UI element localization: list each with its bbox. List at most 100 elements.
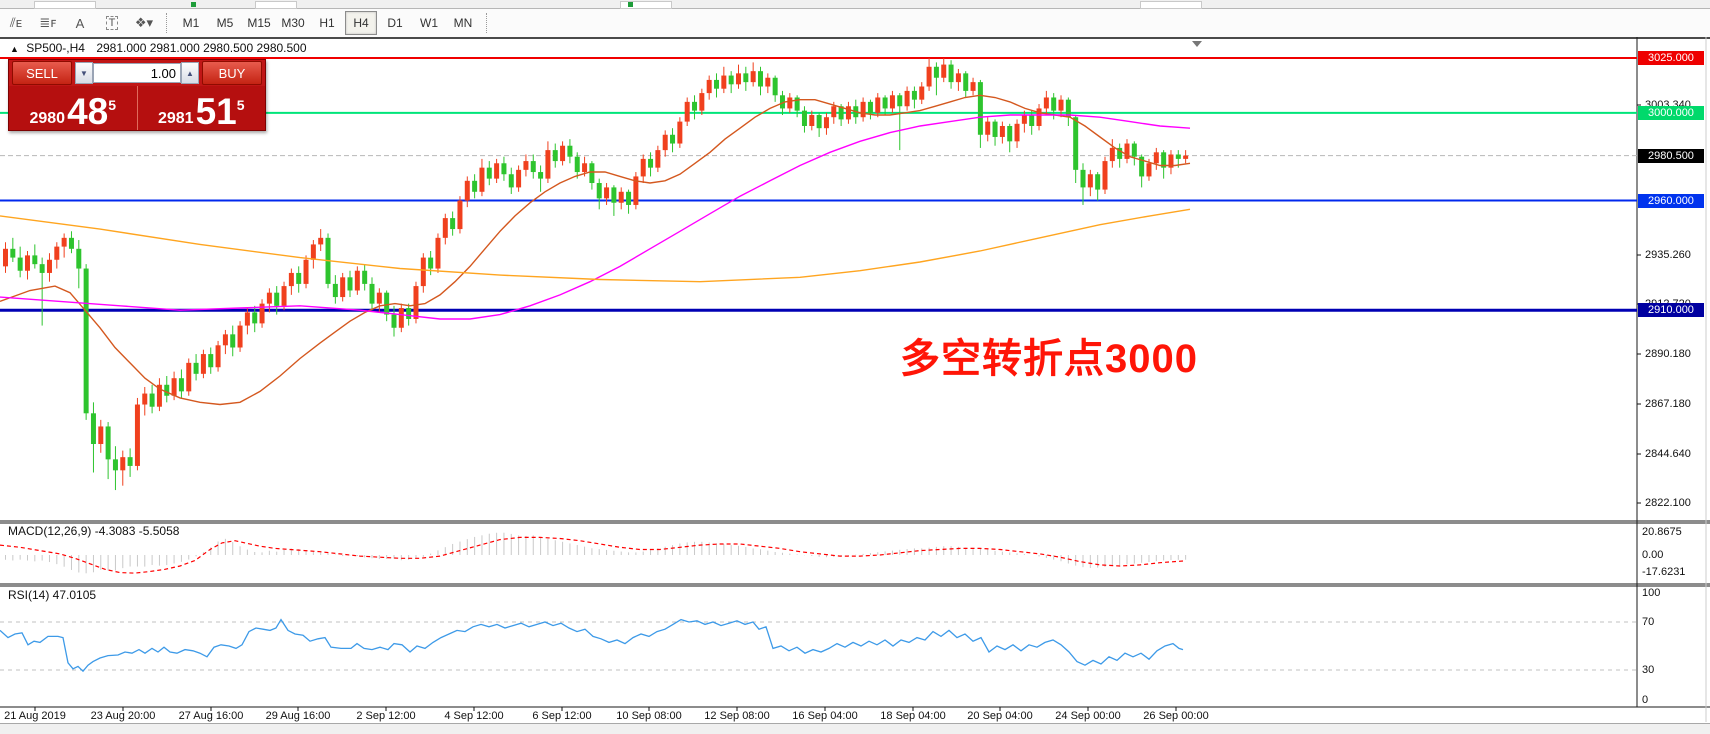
candle-body <box>970 82 976 91</box>
candle-body <box>860 101 866 118</box>
text-box-icon[interactable]: T <box>98 11 126 35</box>
ma-mid-line <box>0 114 1191 320</box>
timeframe-button-h4[interactable]: H4 <box>345 11 377 35</box>
equidistant-channel-icon[interactable]: ⫽ᴇ <box>9 15 23 30</box>
candle-body <box>420 257 426 287</box>
trade-panel-quotes: 2980 48 5 2981 51 5 <box>9 86 265 130</box>
candle-body <box>450 218 456 230</box>
candle-body <box>596 183 602 199</box>
candle-body <box>736 73 741 85</box>
candle-body <box>369 283 375 304</box>
candle-body <box>684 101 690 122</box>
candle-body <box>699 93 705 111</box>
timeframe-button-h1[interactable]: H1 <box>319 16 335 30</box>
ohlc-readout: 2981.000 2981.000 2980.500 2980.500 <box>96 41 307 55</box>
one-click-trading-panel: SELL ▼ ▲ BUY 2980 48 5 2981 51 5 <box>8 59 266 131</box>
buy-price-quote[interactable]: 2981 51 5 <box>138 86 266 130</box>
time-axis-label: 27 Aug 16:00 <box>178 710 244 722</box>
candle-body <box>398 308 404 328</box>
rsi-axis-label: 30 <box>1642 664 1655 676</box>
candle-body <box>560 145 566 162</box>
timeframe-button-d1[interactable]: D1 <box>387 16 403 30</box>
candle-body <box>508 174 514 188</box>
candle-body <box>76 248 82 269</box>
time-axis-label: 26 Sep 00:00 <box>1143 710 1209 722</box>
ma-fast-line <box>0 94 1191 406</box>
candle-body <box>721 75 727 89</box>
volume-decrease-button[interactable]: ▼ <box>75 62 93 84</box>
candle-body <box>648 158 654 168</box>
candle-body <box>215 345 221 368</box>
sell-price-quote[interactable]: 2980 48 5 <box>9 86 138 130</box>
time-axis-label: 24 Sep 00:00 <box>1055 710 1121 722</box>
macd-axis-label: -17.6231 <box>1642 566 1686 578</box>
chart-shift-marker-icon[interactable] <box>1192 41 1202 47</box>
candle-body <box>193 362 199 374</box>
timeframe-button-m1[interactable]: M1 <box>182 16 200 30</box>
candle-body <box>977 82 983 135</box>
candle-body <box>1014 123 1020 142</box>
candle-body <box>706 79 712 94</box>
arrow-styles-icon[interactable]: ❖▾ <box>134 15 154 30</box>
candle-body <box>919 86 925 100</box>
candle-body <box>3 248 8 267</box>
time-axis-label: 12 Sep 08:00 <box>704 710 770 722</box>
price-level-badge[interactable]: 2980.500 <box>1638 148 1704 163</box>
price-level-badge[interactable]: 2960.000 <box>1638 193 1704 208</box>
price-axis-label: 2867.180 <box>1645 398 1691 410</box>
candle-body <box>794 97 800 111</box>
buy-price-pips: 51 <box>195 90 237 132</box>
candle-body <box>750 71 756 83</box>
collapse-arrow-icon[interactable]: ▲ <box>10 44 19 54</box>
timeframe-group: M1 M5 M15 M30 H1 H4 D1 W1 MN <box>174 11 480 35</box>
candle-body <box>127 457 133 466</box>
sell-button[interactable]: SELL <box>12 61 72 85</box>
sliver-box <box>620 1 672 9</box>
candle-body <box>809 115 815 126</box>
candle-body <box>39 264 45 273</box>
chart-toolbar: ⫽ᴇ ≣ꜰ A T ❖▾ M1 M5 M15 M30 H1 H4 D1 W1 MN <box>0 9 1710 39</box>
candle-body <box>1146 163 1152 177</box>
trade-panel-controls: SELL ▼ ▲ BUY <box>9 60 265 86</box>
candle-body <box>464 180 470 201</box>
candle-body <box>999 125 1005 137</box>
price-level-badge[interactable]: 3025.000 <box>1638 51 1704 65</box>
candle-body <box>1080 169 1086 188</box>
buy-button[interactable]: BUY <box>202 61 262 85</box>
timeframe-button-mn[interactable]: MN <box>453 16 473 30</box>
timeframe-button-m5[interactable]: M5 <box>216 16 234 30</box>
candle-body <box>692 101 698 111</box>
candle-body <box>112 459 118 471</box>
volume-increase-button[interactable]: ▲ <box>181 62 199 84</box>
candle-body <box>677 121 683 144</box>
candle-body <box>633 176 639 205</box>
candle-body <box>32 255 38 265</box>
rsi-axis-label: 0 <box>1642 694 1649 706</box>
candle-body <box>582 163 588 173</box>
candle-body <box>435 237 441 269</box>
candle-body <box>17 257 23 271</box>
price-level-badge[interactable]: 3000.000 <box>1638 105 1704 120</box>
candle-body <box>259 303 265 324</box>
macd-axis-label: 0.00 <box>1642 549 1664 561</box>
symbol-timeframe-label: SP500-,H4 <box>26 41 85 55</box>
fibonacci-retracement-icon[interactable]: ≣ꜰ <box>39 15 57 30</box>
time-axis-label: 23 Aug 20:00 <box>90 710 156 722</box>
candle-body <box>1109 147 1115 162</box>
volume-input[interactable] <box>93 63 181 83</box>
timeframe-button-m15[interactable]: M15 <box>247 16 271 30</box>
candle-body <box>845 106 851 120</box>
toolbar-separator <box>486 13 488 33</box>
candle-body <box>134 404 140 466</box>
candle-body <box>1087 174 1093 188</box>
price-level-badge[interactable]: 2910.000 <box>1638 303 1704 318</box>
timeframe-button-m30[interactable]: M30 <box>281 16 305 30</box>
candle-body <box>941 64 947 78</box>
text-label-icon[interactable]: A <box>75 15 85 31</box>
timeframe-button-w1[interactable]: W1 <box>420 16 438 30</box>
candle-body <box>889 95 895 109</box>
candle-body <box>310 244 316 260</box>
candle-body <box>626 191 632 205</box>
